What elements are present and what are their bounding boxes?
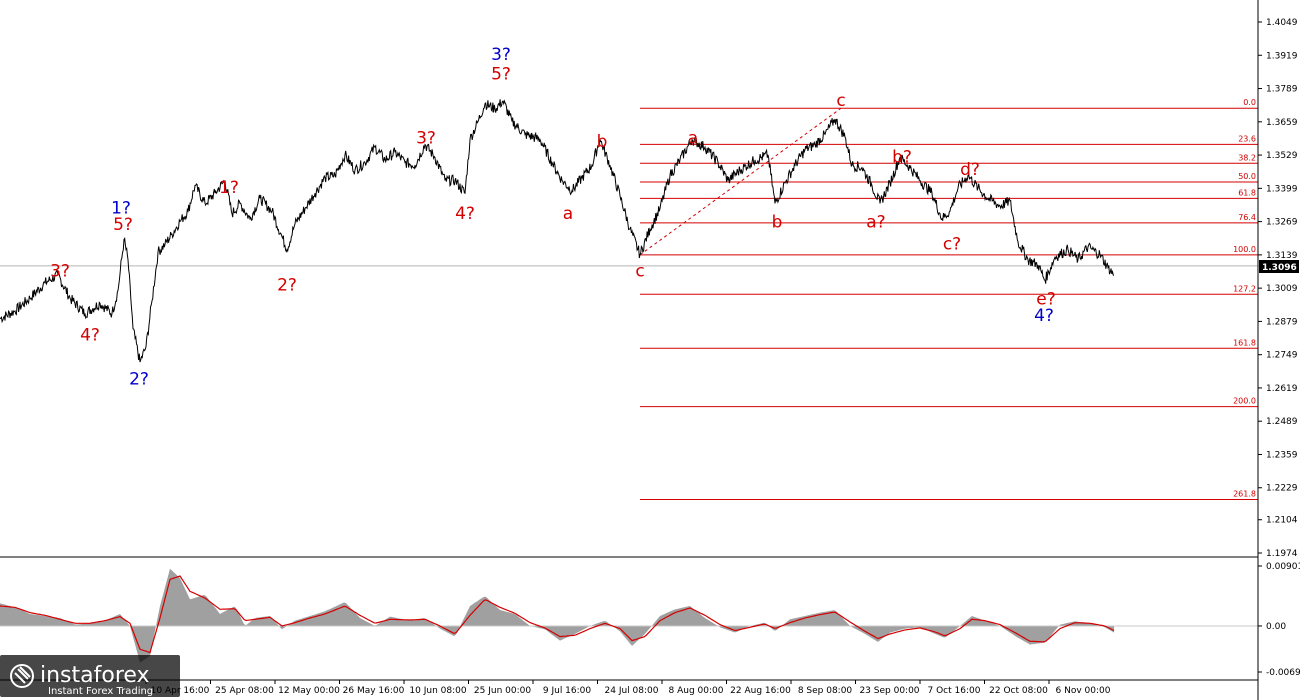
time-tick-label: 22 Oct 08:00 bbox=[989, 686, 1048, 696]
price-tick-label: 1.3789 bbox=[1266, 85, 1298, 95]
wave-label: d? bbox=[960, 160, 980, 180]
price-tick-label: 1.2229 bbox=[1266, 484, 1298, 494]
price-tick-label: 1.2489 bbox=[1266, 417, 1298, 427]
price-tick-label: 1.3399 bbox=[1266, 184, 1298, 194]
time-tick-label: 8 Sep 08:00 bbox=[798, 686, 853, 696]
wave-label: 2? bbox=[129, 370, 149, 390]
fib-level-label: 261.8 bbox=[1233, 490, 1256, 499]
time-tick-label: 22 Aug 16:00 bbox=[730, 686, 791, 696]
wave-label: a bbox=[688, 128, 698, 148]
wave-label: 3? bbox=[491, 45, 511, 65]
price-tick-label: 1.3009 bbox=[1266, 284, 1298, 294]
current-price-tag: 1.3096 bbox=[1259, 260, 1299, 273]
wave-label: c bbox=[635, 261, 644, 281]
oscillator-signal bbox=[0, 575, 1115, 654]
wave-label: 4? bbox=[80, 325, 100, 345]
time-tick-label: 10 Apr 16:00 bbox=[151, 686, 210, 696]
fib-level-label: 61.8 bbox=[1238, 188, 1256, 197]
time-tick-label: 26 May 16:00 bbox=[343, 686, 405, 696]
price-tick-label: 1.2879 bbox=[1266, 317, 1298, 327]
histogram-area bbox=[0, 568, 1114, 663]
price-series bbox=[0, 99, 1115, 363]
wave-label: a bbox=[563, 204, 573, 224]
wave-label: b? bbox=[892, 147, 912, 167]
oscillator-axis: 0.00901 0.00 -0.00692 bbox=[1258, 562, 1300, 678]
price-tick-label: 1.2104 bbox=[1266, 516, 1298, 526]
wave-label: 4? bbox=[455, 204, 475, 224]
wave-label: 1? bbox=[111, 199, 131, 219]
time-tick-label: 24 Jul 08:00 bbox=[605, 686, 659, 696]
price-panel: 0.0 23.6 38.2 50.0 61.8 76.4 100.0 127.2 161.8 20… bbox=[0, 45, 1258, 501]
fib-level-label: 50.0 bbox=[1238, 172, 1256, 181]
oscillator-tick-label: -0.00692 bbox=[1266, 668, 1300, 678]
time-tick-label: 12 May 00:00 bbox=[278, 686, 340, 696]
wave-label: 5? bbox=[113, 215, 133, 235]
wave-label: 3? bbox=[50, 261, 70, 281]
price-line bbox=[0, 99, 1115, 363]
price-tick-label: 1.2619 bbox=[1266, 384, 1298, 394]
price-tick-label: 1.2359 bbox=[1266, 450, 1298, 460]
watermark-box bbox=[0, 655, 180, 697]
current-price-label: 1.3096 bbox=[1262, 263, 1297, 273]
price-tick-label: 1.3529 bbox=[1266, 151, 1298, 161]
fib-level-label: 23.6 bbox=[1238, 134, 1256, 143]
price-tick-label: 1.3269 bbox=[1266, 218, 1298, 228]
price-tick-label: 1.3139 bbox=[1266, 251, 1298, 261]
wave-label: 2? bbox=[277, 275, 297, 295]
price-tick-label: 1.2749 bbox=[1266, 351, 1298, 361]
price-axis: 1.4049 1.3919 1.3789 1.3659 1.3529 1.3399 1.32… bbox=[1258, 18, 1298, 559]
fib-level-label: 38.2 bbox=[1238, 153, 1256, 162]
fib-level-label: 200.0 bbox=[1233, 397, 1256, 406]
wave-label: c? bbox=[943, 234, 961, 254]
time-tick-label: 23 Sep 00:00 bbox=[859, 686, 919, 696]
oscillator-panel bbox=[0, 568, 1258, 663]
wave-label: 1? bbox=[219, 178, 239, 198]
wave-label: 4? bbox=[1034, 306, 1054, 326]
wave-label: a? bbox=[866, 213, 885, 233]
wave-label: b bbox=[772, 213, 783, 233]
wave-label: c bbox=[836, 91, 845, 111]
wave-label: 5? bbox=[491, 64, 511, 84]
time-tick-label: 8 Aug 00:00 bbox=[669, 686, 724, 696]
watermark: instaforex Instant Forex Trading bbox=[0, 655, 180, 697]
fib-level-label: 0.0 bbox=[1243, 98, 1256, 107]
time-tick-label: 7 Oct 16:00 bbox=[928, 686, 981, 696]
time-tick-label: 25 Apr 08:00 bbox=[215, 686, 274, 696]
instaforex-logo-icon bbox=[10, 664, 34, 688]
time-tick-label: 6 Nov 00:00 bbox=[1056, 686, 1111, 696]
fib-level-label: 100.0 bbox=[1233, 245, 1256, 254]
time-tick-label: 9 Jul 16:00 bbox=[543, 686, 592, 696]
wave-label: e? bbox=[1036, 290, 1055, 310]
fibonacci-levels: 0.0 23.6 38.2 50.0 61.8 76.4 100.0 127.2 161.8 20… bbox=[640, 98, 1258, 501]
watermark-tagline: Instant Forex Trading bbox=[48, 686, 153, 697]
fib-level-label: 76.4 bbox=[1238, 213, 1256, 222]
price-tick-label: 1.3659 bbox=[1266, 118, 1298, 128]
time-tick-label: 10 Jun 08:00 bbox=[409, 686, 466, 696]
wave-label: b bbox=[597, 132, 608, 152]
price-tick-label: 1.4049 bbox=[1266, 18, 1298, 28]
oscillator-histogram bbox=[0, 568, 1258, 663]
fib-level-label: 161.8 bbox=[1233, 338, 1256, 347]
wave-label: 3? bbox=[416, 128, 436, 148]
signal-line bbox=[0, 575, 1115, 654]
current-price-box bbox=[1259, 260, 1299, 273]
watermark-brand: instaforex bbox=[40, 663, 150, 688]
oscillator-tick-label: 0.00901 bbox=[1266, 562, 1300, 572]
price-tick-label: 1.1974 bbox=[1266, 549, 1298, 559]
oscillator-tick-label: 0.00 bbox=[1266, 622, 1286, 632]
fib-level-label: 127.2 bbox=[1233, 284, 1256, 293]
price-tick-label: 1.3919 bbox=[1266, 51, 1298, 61]
time-tick-label: 25 Jun 00:00 bbox=[474, 686, 531, 696]
